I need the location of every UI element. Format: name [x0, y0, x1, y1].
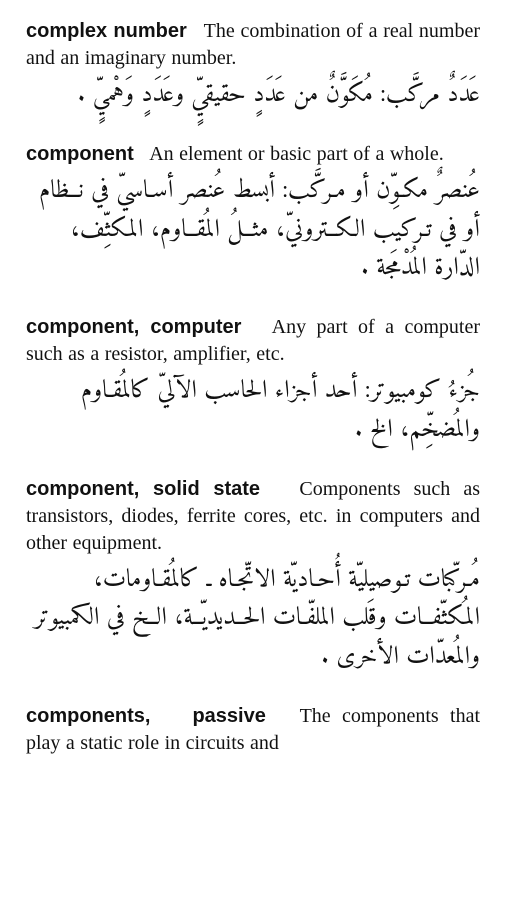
entry-term: components,passive — [26, 705, 266, 727]
entry-term: component, computer — [26, 316, 241, 338]
dictionary-entry: component An element or basic part of a … — [26, 141, 480, 288]
english-definition: component, computer Any part of a comput… — [26, 314, 480, 368]
dictionary-entry: component, solid state Components such a… — [26, 476, 480, 677]
arabic-definition: عُنصرٌ مكـوِّن أو مـركَّب: أبسط عُنصر أس… — [26, 172, 480, 288]
dictionary-entry: components,passive The components that p… — [26, 703, 480, 757]
english-definition: components,passive The components that p… — [26, 703, 480, 757]
english-definition: component, solid state Components such a… — [26, 476, 480, 557]
page: complex number The combination of a real… — [0, 0, 506, 900]
dictionary-entry: complex number The combination of a real… — [26, 18, 480, 115]
entry-term: complex number — [26, 20, 187, 42]
english-definition: component An element or basic part of a … — [26, 141, 480, 168]
arabic-definition: عَدَدٌ مركَّب: مُكَوَّنٌ من عَدَدٍ حقيقي… — [26, 76, 480, 115]
entry-term: component — [26, 143, 134, 165]
english-definition: complex number The combination of a real… — [26, 18, 480, 72]
dictionary-entry: component, computer Any part of a comput… — [26, 314, 480, 450]
entry-term: component, solid state — [26, 478, 260, 500]
arabic-definition: مُـركّبات تـوصيليّة أُحـاديّة الاتّجـاه … — [26, 561, 480, 677]
entry-definition-en: An element or basic part of a whole. — [149, 143, 444, 165]
arabic-definition: جُزءُ كومبيوتر: أحد أجزاء الحاسب الآليّ … — [26, 372, 480, 450]
